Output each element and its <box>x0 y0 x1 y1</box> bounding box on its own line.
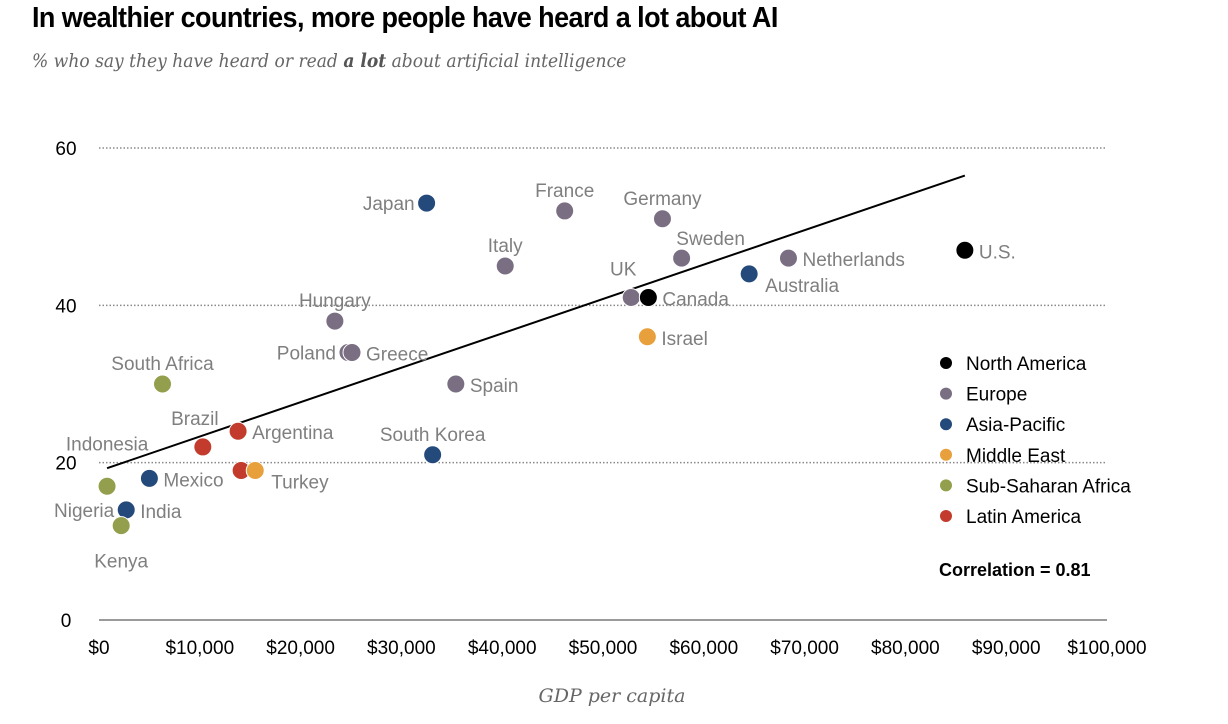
data-point <box>245 461 265 481</box>
legend-marker <box>940 448 952 461</box>
data-point <box>97 476 117 496</box>
legend-label: North America <box>966 354 1087 375</box>
point-label: Italy <box>488 236 523 257</box>
point-label: Netherlands <box>802 250 904 271</box>
data-point <box>621 287 641 307</box>
data-point <box>495 256 515 276</box>
point-label: U.S. <box>979 242 1016 263</box>
data-points <box>97 193 975 536</box>
x-tick-label: $20,000 <box>266 638 335 659</box>
data-point <box>778 248 798 268</box>
data-point <box>638 287 658 307</box>
subtitle-text: % who say they have heard or read <box>32 50 344 72</box>
data-point <box>672 248 692 268</box>
point-label: Poland <box>277 344 336 365</box>
legend-label: Asia-Pacific <box>966 415 1065 436</box>
legend-marker <box>940 510 952 522</box>
point-label: Brazil <box>171 409 219 430</box>
point-label: Spain <box>470 376 519 397</box>
point-label: Japan <box>363 194 415 215</box>
trendline <box>106 174 966 470</box>
data-point <box>555 201 575 221</box>
data-point <box>139 468 159 488</box>
legend-marker <box>940 418 952 431</box>
point-label: Germany <box>623 189 702 210</box>
data-point <box>417 193 437 213</box>
x-tick-label: $50,000 <box>569 638 638 659</box>
x-tick-label: $40,000 <box>468 638 537 659</box>
x-axis-label: GDP per capita <box>539 685 686 707</box>
legend: North America Europe Asia-Pacific Middle Ea… <box>940 354 1131 528</box>
data-point <box>193 437 213 457</box>
x-tick-label: $100,000 <box>1067 638 1146 659</box>
x-tick-label: $70,000 <box>770 638 839 659</box>
y-tick-label: 40 <box>55 296 76 317</box>
x-tick-label: $90,000 <box>972 638 1041 659</box>
chart-title: In wealthier countries, more people have… <box>32 2 778 34</box>
point-label: Australia <box>765 276 839 297</box>
point-label: Turkey <box>271 473 329 494</box>
point-label: Sweden <box>676 229 745 250</box>
point-label: Kenya <box>94 552 148 573</box>
subtitle-text-end: about artificial intelligence <box>386 50 627 72</box>
point-label: Hungary <box>299 291 371 312</box>
x-tick-label: $80,000 <box>871 638 940 659</box>
x-tick-label: $30,000 <box>367 638 436 659</box>
point-label: Nigeria <box>54 501 115 522</box>
subtitle-emphasis: a lot <box>343 50 387 72</box>
point-label: India <box>140 502 182 523</box>
data-point <box>325 311 345 331</box>
data-point <box>955 240 975 260</box>
legend-marker <box>940 387 952 400</box>
data-point <box>423 445 443 465</box>
chart-subtitle: % who say they have heard or read a lot … <box>32 50 626 72</box>
data-point <box>116 500 136 520</box>
x-tick-label: $10,000 <box>165 638 234 659</box>
point-label: France <box>535 181 594 202</box>
point-labels: Japan France Germany Italy Sweden Netherlands… <box>54 181 1016 573</box>
legend-label: Europe <box>966 385 1027 406</box>
y-axis-ticks: 0 20 40 60 <box>55 139 76 632</box>
x-tick-label: $60,000 <box>669 638 738 659</box>
gridlines <box>99 147 1107 621</box>
data-point <box>739 264 759 284</box>
legend-marker <box>940 357 952 369</box>
point-label: Argentina <box>252 423 334 444</box>
data-point <box>111 516 131 536</box>
point-label: Indonesia <box>66 434 149 455</box>
correlation-label: Correlation = 0.81 <box>939 560 1091 580</box>
x-tick-label: $0 <box>88 638 109 659</box>
point-label: Israel <box>661 329 707 350</box>
y-tick-label: 20 <box>55 454 76 475</box>
point-label: Greece <box>366 345 428 366</box>
legend-label: Latin America <box>966 507 1082 528</box>
legend-label: Sub-Saharan Africa <box>966 476 1131 497</box>
data-point <box>153 374 173 394</box>
trendline-group <box>106 174 966 470</box>
x-axis-ticks: $0 $10,000 $20,000 $30,000 $40,000 $50,000 $60… <box>88 638 1146 659</box>
data-point <box>652 209 672 229</box>
point-label: South Korea <box>380 425 486 446</box>
point-label: South Africa <box>111 354 214 375</box>
data-point <box>446 374 466 394</box>
point-label: Canada <box>662 289 729 310</box>
data-point <box>228 421 248 441</box>
point-label: UK <box>610 259 637 280</box>
y-tick-label: 60 <box>55 139 76 160</box>
y-tick-label: 0 <box>61 611 72 632</box>
legend-marker <box>940 479 952 492</box>
legend-label: Middle East <box>966 446 1066 467</box>
data-point <box>637 327 657 347</box>
point-label: Mexico <box>163 470 223 491</box>
data-point <box>342 343 362 363</box>
